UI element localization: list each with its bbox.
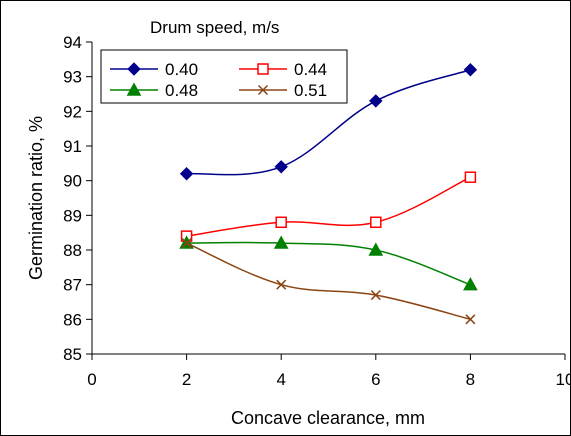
y-tick-label: 88 — [63, 241, 82, 260]
y-tick-label: 90 — [63, 172, 82, 191]
data-point-diamond — [463, 63, 478, 77]
legend-label: 0.40 — [165, 60, 198, 79]
legend-entry-0.48: 0.48 — [110, 81, 198, 100]
x-tick-label: 0 — [87, 370, 96, 389]
series-0.48 — [179, 235, 478, 291]
data-point-triangle — [273, 235, 289, 249]
data-point-x — [276, 279, 287, 290]
legend-label: 0.48 — [165, 81, 198, 100]
data-point-square — [464, 171, 477, 183]
x-tick-label: 6 — [371, 370, 380, 389]
y-tick-label: 87 — [63, 276, 82, 295]
data-point-diamond — [179, 167, 194, 181]
legend-label: 0.51 — [294, 81, 327, 100]
x-tick-label: 2 — [182, 370, 191, 389]
series-0.51 — [181, 238, 476, 325]
data-point-triangle — [126, 82, 142, 96]
data-point-x — [465, 314, 476, 325]
data-point-square — [257, 63, 269, 75]
x-tick-label: 8 — [466, 370, 475, 389]
legend-entry-0.44: 0.44 — [239, 60, 327, 79]
y-tick-label: 91 — [63, 137, 82, 156]
y-tick-label: 89 — [63, 206, 82, 225]
data-point-x — [370, 290, 381, 301]
x-axis-title: Concave clearance, mm — [231, 408, 425, 428]
data-point-triangle — [463, 277, 478, 291]
x-tick-label: 4 — [276, 370, 285, 389]
y-tick-label: 93 — [63, 68, 82, 87]
series-0.40 — [179, 63, 478, 181]
series-line — [186, 176, 471, 237]
data-point-diamond — [274, 160, 288, 174]
series-line — [186, 69, 471, 176]
legend-entry-0.40: 0.40 — [110, 60, 198, 79]
legend-box — [100, 49, 348, 104]
data-point-square — [275, 216, 287, 229]
series-line — [186, 241, 471, 286]
data-point-x — [257, 84, 269, 96]
data-point-triangle — [368, 242, 384, 256]
y-axis-title: Germination ratio, % — [26, 116, 46, 280]
y-tick-label: 86 — [63, 310, 82, 329]
legend: Drum speed, m/s 0.40 0.44 0.48 0.51 — [100, 18, 348, 104]
data-point-diamond — [369, 94, 383, 108]
series-line — [186, 242, 471, 321]
data-point-square — [370, 216, 382, 229]
y-tick-label: 85 — [63, 345, 82, 364]
axes: 85 86 87 88 89 90 91 92 93 94 0 2 4 6 8 10 — [63, 33, 571, 389]
legend-entry-0.51: 0.51 — [239, 81, 327, 100]
series-layer — [179, 63, 478, 325]
y-tick-label: 92 — [63, 102, 82, 121]
x-tick-label: 10 — [556, 370, 571, 389]
data-point-diamond — [127, 62, 141, 76]
legend-title: Drum speed, m/s — [150, 18, 279, 37]
legend-label: 0.44 — [294, 60, 327, 79]
data-point-x — [181, 238, 192, 249]
y-tick-label: 94 — [63, 33, 82, 52]
